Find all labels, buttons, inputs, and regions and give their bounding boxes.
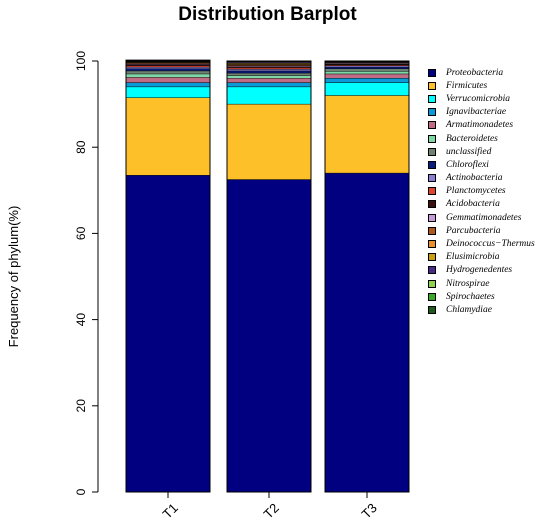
legend-label: Verrucomicrobia [446,93,511,104]
bar-segment [125,175,211,493]
legend-label: Hydrogenedentes [446,265,513,276]
legend-item: Deinococcus−Thermus [428,237,535,250]
y-tick-label: 20 [74,399,88,413]
y-tick-label: 40 [74,313,88,327]
legend-swatch [428,94,436,103]
bar-segment [324,71,410,75]
legend-item: Verrucomicrobia [428,92,535,105]
bar-segment [226,103,312,180]
legend-label: Firmicutes [446,80,488,91]
bar-segment [324,95,410,174]
bar-segment [125,70,211,75]
legend-item: Gemmatimonadetes [428,211,535,224]
x-tick-label: T2 [261,500,282,520]
legend-swatch [428,200,436,209]
legend-label: Armatimonadetes [446,120,514,131]
legend-swatch [428,68,436,77]
bar-segment [125,82,211,88]
legend-item: Nitrospirae [428,277,535,290]
legend-label: Nitrospirae [446,278,490,289]
bar-segment [125,66,211,69]
bar-segment [226,78,312,83]
legend-label: Actinobacteria [446,173,503,184]
legend-swatch [428,160,436,169]
bar-segment [226,70,312,74]
legend-label: unclassified [446,146,492,157]
legend-label: Elusimicrobia [446,252,500,263]
x-tick-label: T1 [160,500,181,520]
legend-swatch [428,240,436,249]
legend-item: Chlamydiae [428,303,535,316]
legend-item: Proteobacteria [428,66,535,79]
legend-item: Actinobacteria [428,172,535,185]
bar-segment [226,82,312,88]
legend-item: Elusimicrobia [428,251,535,264]
bar-segment [324,172,410,493]
legend-swatch [428,305,436,314]
bar-segment [226,72,312,76]
legend-label: Bacteroidetes [446,133,498,144]
legend-label: Planctomycetes [446,186,506,197]
y-tick-label: 60 [74,226,88,240]
legend-swatch [428,108,436,117]
legend-label: Ignavibacteriae [446,107,507,118]
legend-item: Chloroflexi [428,158,535,171]
legend-swatch [428,134,436,143]
legend-label: Spirochaetes [446,291,495,302]
legend-swatch [428,213,436,222]
bar-segment [125,86,211,98]
bar-segment [324,82,410,96]
legend-label: Deinococcus−Thermus [446,239,535,250]
legend-label: Chlamydiae [446,304,492,315]
legend-label: Gemmatimonadetes [446,212,522,223]
bar-segment [125,68,211,72]
bar-segment [226,86,312,105]
y-tick-label: 80 [74,140,88,154]
bar-segment [324,73,410,79]
legend-item: Firmicutes [428,79,535,92]
legend-swatch [428,279,436,288]
legend-swatch [428,187,436,196]
legend-label: Acidobacteria [446,199,500,210]
legend-swatch [428,147,436,156]
legend-item: Parcubacteria [428,224,535,237]
y-tick-label: 0 [74,488,88,495]
y-tick-label: 100 [74,51,88,71]
bar-segment [125,73,211,78]
x-tick-label: T3 [359,500,380,520]
legend-label: Parcubacteria [446,225,501,236]
legend-item: Armatimonadetes [428,119,535,132]
legend-swatch [428,266,436,275]
bar-segment [226,75,312,79]
bar-segment [324,68,410,72]
legend-swatch [428,292,436,301]
chart-title: Distribution Barplot [178,4,357,25]
legend-label: Proteobacteria [446,67,504,78]
legend-swatch [428,226,436,235]
legend-item: Bacteroidetes [428,132,535,145]
legend-label: Chloroflexi [446,159,489,170]
bar-segment [226,68,312,72]
legend-item: Ignavibacteriae [428,106,535,119]
legend-item: Acidobacteria [428,198,535,211]
bar-segment [125,97,211,176]
legend-swatch [428,253,436,262]
legend-item: Planctomycetes [428,185,535,198]
legend-item: Spirochaetes [428,290,535,303]
bar-segment [324,66,410,69]
legend-item: Hydrogenedentes [428,264,535,277]
legend: Proteobacteria Firmicutes Verrucomicrobia I… [428,66,535,317]
legend-swatch [428,174,436,183]
y-axis-label: Frequency of phylum(%) [6,206,21,348]
bar-segment [125,77,211,83]
legend-swatch [428,121,436,130]
legend-item: unclassified [428,145,535,158]
bar-segment [226,179,312,493]
bar-segment [324,78,410,83]
legend-swatch [428,81,436,90]
